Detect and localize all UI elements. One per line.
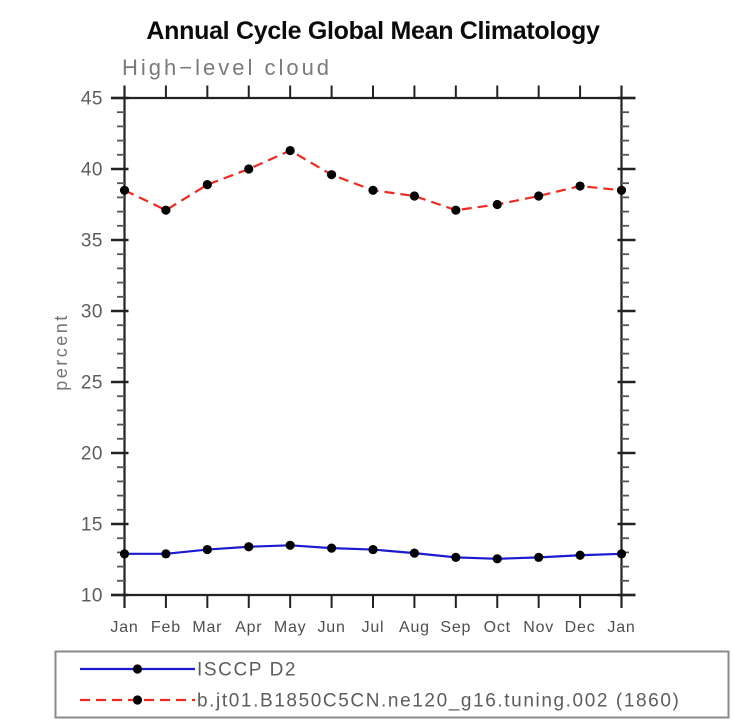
data-point: [575, 550, 585, 560]
series-line-1: [124, 149, 622, 212]
y-tick-label: 20: [81, 444, 103, 465]
data-point: [161, 549, 171, 559]
legend: ISCCP D2 b.jt01.B1850C5CN.ne120_g16.tuni…: [54, 650, 730, 719]
data-point: [534, 552, 544, 562]
chart-title: Annual Cycle Global Mean Climatology: [146, 17, 600, 45]
data-point: [244, 164, 254, 174]
data-point: [202, 180, 212, 190]
data-point: [202, 544, 212, 555]
y-tick-label: 45: [81, 89, 103, 110]
y-tick-label: 25: [81, 373, 103, 394]
data-point: [161, 205, 171, 215]
data-point: [492, 199, 502, 210]
data-point: [409, 548, 420, 558]
y-tick-label: 10: [81, 586, 103, 607]
data-point: [616, 185, 627, 195]
y-tick-label: 35: [81, 231, 103, 252]
data-point: [326, 543, 337, 553]
x-tick-label: Aug: [399, 619, 430, 636]
data-point: [451, 552, 461, 562]
data-point: [244, 542, 254, 552]
data-point: [575, 181, 585, 191]
legend-entry-isccp: ISCCP D2: [80, 660, 297, 681]
data-point: [285, 540, 295, 550]
x-tick-label: Jan: [110, 619, 138, 636]
chart-subtitle: High−level cloud: [122, 55, 332, 80]
y-axis-label: percent: [51, 313, 71, 391]
x-tick-label: Dec: [565, 619, 596, 636]
data-point: [326, 170, 337, 180]
legend-label-isccp: ISCCP D2: [197, 660, 297, 681]
x-tick-label: Nov: [523, 619, 554, 636]
x-tick-label: Oct: [484, 619, 511, 636]
plot-series: [119, 145, 627, 564]
data-point: [409, 191, 420, 201]
x-tick-label: May: [274, 619, 307, 636]
x-tick-label: Jun: [317, 619, 345, 636]
axes-and-ticks: Jan Feb Mar Apr May Jun Jul Aug Sep Oct Nov Dec Jan 1…: [81, 85, 636, 636]
legend-marker-dot: [132, 695, 143, 705]
x-tick-label: Sep: [440, 619, 471, 636]
data-point: [285, 145, 295, 156]
x-tick-label: Feb: [151, 619, 181, 636]
data-point: [119, 549, 130, 559]
legend-entry-model-run: b.jt01.B1850C5CN.ne120_g16.tuning.002 (1…: [80, 691, 680, 712]
data-point: [616, 549, 627, 559]
data-point: [492, 554, 502, 564]
data-point: [451, 205, 461, 215]
legend-label-model-run: b.jt01.B1850C5CN.ne120_g16.tuning.002 (1…: [197, 691, 680, 712]
legend-marker-dot: [132, 664, 143, 674]
x-tick-label: Jan: [607, 619, 635, 636]
legend-box: [54, 650, 730, 719]
x-tick-label: Mar: [192, 619, 222, 636]
y-tick-label: 15: [81, 515, 103, 536]
data-point: [534, 191, 544, 201]
x-tick-label: Jul: [362, 619, 385, 636]
data-point: [119, 185, 130, 195]
y-tick-label: 40: [81, 160, 103, 181]
x-tick-label: Apr: [235, 619, 262, 636]
y-tick-label: 30: [81, 302, 103, 323]
data-point: [368, 544, 378, 555]
data-point: [368, 185, 378, 195]
